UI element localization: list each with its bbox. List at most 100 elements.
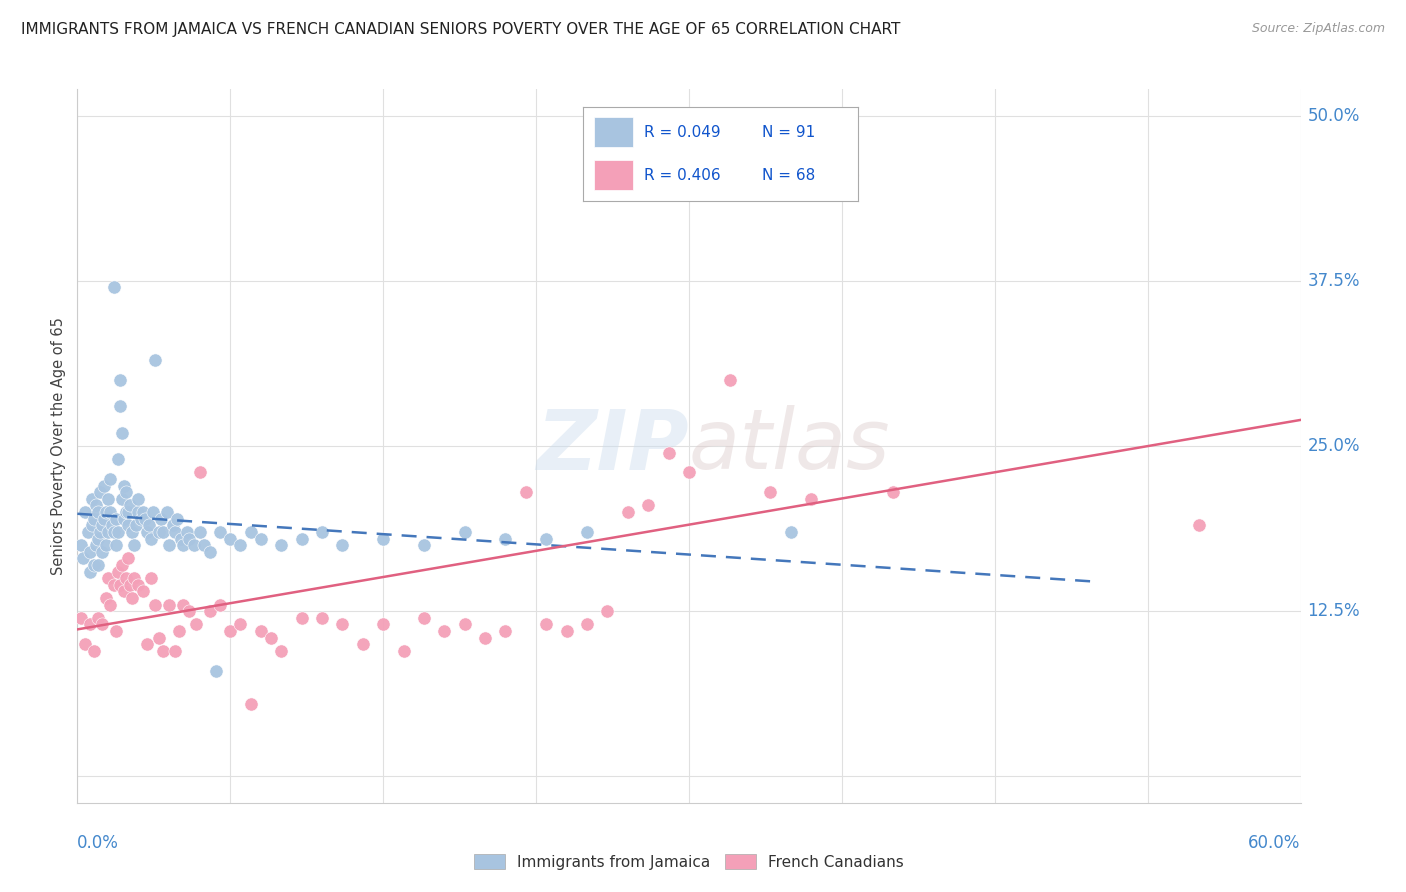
- Point: [239, 697, 262, 711]
- Point: [111, 425, 134, 440]
- Point: [311, 611, 333, 625]
- Point: [131, 505, 153, 519]
- Point: [170, 532, 193, 546]
- Point: [75, 505, 97, 519]
- Point: [101, 518, 124, 533]
- Text: atlas: atlas: [689, 406, 890, 486]
- Point: [250, 624, 273, 638]
- Point: [129, 511, 152, 525]
- Point: [219, 624, 242, 638]
- Point: [165, 524, 187, 539]
- Point: [105, 538, 128, 552]
- Point: [157, 598, 180, 612]
- Point: [882, 485, 904, 500]
- Point: [152, 524, 174, 539]
- Point: [72, 551, 94, 566]
- Point: [453, 524, 475, 539]
- Point: [89, 524, 111, 539]
- Point: [1187, 518, 1209, 533]
- Point: [117, 505, 139, 519]
- Text: Source: ZipAtlas.com: Source: ZipAtlas.com: [1251, 22, 1385, 36]
- Point: [555, 624, 578, 638]
- Point: [166, 511, 188, 525]
- Point: [90, 545, 112, 559]
- Point: [617, 505, 640, 519]
- Point: [156, 505, 179, 519]
- Y-axis label: Seniors Poverty Over the Age of 65: Seniors Poverty Over the Age of 65: [51, 317, 66, 575]
- Point: [94, 505, 117, 519]
- Point: [103, 578, 125, 592]
- Point: [270, 538, 292, 552]
- Point: [135, 637, 157, 651]
- Point: [152, 644, 174, 658]
- Point: [576, 524, 599, 539]
- Point: [90, 617, 112, 632]
- Point: [98, 505, 121, 519]
- Text: 37.5%: 37.5%: [1308, 272, 1360, 290]
- Point: [94, 538, 117, 552]
- Point: [143, 598, 166, 612]
- Bar: [595, 118, 633, 147]
- Point: [596, 604, 619, 618]
- Point: [260, 631, 283, 645]
- Point: [115, 485, 138, 500]
- Point: [198, 604, 221, 618]
- Point: [105, 511, 128, 525]
- Point: [124, 538, 146, 552]
- Point: [120, 499, 142, 513]
- Point: [841, 168, 863, 182]
- Point: [352, 637, 374, 651]
- Point: [290, 532, 312, 546]
- Bar: [595, 161, 633, 190]
- Point: [658, 445, 681, 459]
- Point: [193, 538, 215, 552]
- Point: [413, 538, 436, 552]
- Point: [229, 538, 252, 552]
- Point: [87, 558, 110, 572]
- Point: [779, 524, 801, 539]
- Point: [90, 518, 112, 533]
- Point: [205, 664, 228, 678]
- Point: [179, 532, 201, 546]
- Text: 60.0%: 60.0%: [1249, 834, 1301, 852]
- Point: [229, 617, 252, 632]
- Point: [135, 524, 157, 539]
- Point: [183, 538, 205, 552]
- Point: [127, 505, 149, 519]
- Point: [93, 478, 115, 492]
- Point: [120, 578, 142, 592]
- Text: N = 91: N = 91: [762, 125, 815, 140]
- Point: [87, 532, 110, 546]
- Point: [98, 472, 121, 486]
- Point: [107, 452, 129, 467]
- Point: [143, 353, 166, 368]
- Point: [759, 485, 782, 500]
- Point: [474, 631, 496, 645]
- Point: [87, 505, 110, 519]
- Point: [121, 591, 143, 605]
- Point: [800, 491, 823, 506]
- Point: [79, 545, 101, 559]
- Point: [76, 524, 98, 539]
- Point: [70, 611, 93, 625]
- Point: [80, 491, 103, 506]
- Point: [127, 491, 149, 506]
- Point: [112, 511, 135, 525]
- Point: [138, 518, 160, 533]
- Text: ZIP: ZIP: [536, 406, 689, 486]
- Text: 50.0%: 50.0%: [1308, 107, 1360, 125]
- Point: [125, 518, 148, 533]
- Point: [371, 532, 394, 546]
- Point: [105, 624, 128, 638]
- Point: [111, 558, 134, 572]
- Point: [84, 499, 107, 513]
- Point: [678, 466, 700, 480]
- Point: [103, 524, 125, 539]
- Point: [89, 485, 111, 500]
- Point: [117, 518, 139, 533]
- Point: [172, 538, 194, 552]
- Point: [97, 571, 120, 585]
- Point: [198, 545, 221, 559]
- Point: [392, 644, 415, 658]
- Point: [637, 499, 659, 513]
